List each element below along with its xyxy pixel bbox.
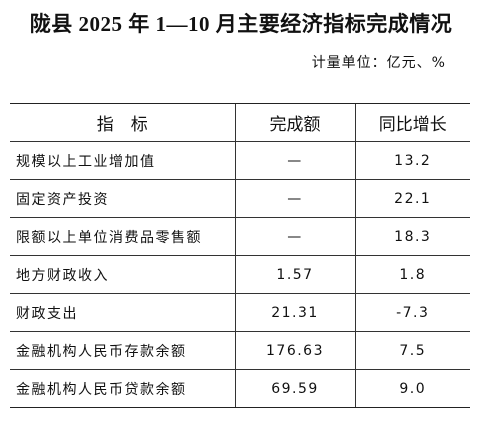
yoy-growth: 18.3 [354, 217, 470, 256]
indicator-name: 财政支出 [10, 293, 235, 332]
completed-amount: — [234, 217, 355, 256]
table-row: 规模以上工业增加值 —13.2 [10, 141, 470, 180]
indicator-name: 金融机构人民币贷款余额 [10, 369, 235, 408]
completed-amount: 69.59 [234, 369, 355, 408]
completed-amount: — [234, 179, 355, 218]
table-row: 金融机构人民币存款余额 176.63 7.5 [10, 331, 470, 370]
header-row: 指 标完成额 同比增长 [10, 103, 470, 142]
yoy-growth: 7.5 [354, 331, 470, 370]
indicator-name: 限额以上单位消费品零售额 [10, 217, 235, 256]
completed-amount: 1.57 [234, 255, 355, 294]
completed-amount: 21.31 [234, 293, 355, 332]
indicator-table: 指 标完成额 同比增长 规模以上工业增加值 —13.2 固定资产投资 —22.1 限额以上… [10, 103, 470, 408]
yoy-growth: 13.2 [354, 141, 470, 180]
yoy-growth: -7.3 [354, 293, 470, 332]
completed-amount: — [234, 141, 355, 180]
indicator-name: 金融机构人民币存款余额 [10, 331, 235, 370]
indicator-name: 固定资产投资 [10, 179, 235, 218]
table-row: 地方财政收入 1.57 1.8 [10, 255, 470, 294]
table-row: 财政支出 21.31 -7.3 [10, 293, 470, 332]
title: 陇县 2025 年 1—10 月主要经济指标完成情况 [29, 12, 453, 36]
yoy-growth: 22.1 [354, 179, 470, 218]
table-row: 固定资产投资 —22.1 [10, 179, 470, 218]
indicator-name: 规模以上工业增加值 [10, 141, 235, 180]
table-row: 金融机构人民币贷款余额 69.59 9.0 [10, 369, 470, 408]
indicator-name: 地方财政收入 [10, 255, 235, 294]
table-row: 限额以上单位消费品零售额 —18.3 [10, 217, 470, 256]
table-header: 指 标完成额 同比增长 [10, 103, 470, 142]
completed-amount: 176.63 [234, 331, 355, 370]
column-header: 完成额 [234, 103, 355, 142]
column-header: 同比增长 [354, 103, 470, 142]
unit-note: 计量单位：亿元、% [311, 55, 446, 71]
column-header: 指 标 [10, 103, 235, 142]
yoy-growth: 1.8 [354, 255, 470, 294]
yoy-growth: 9.0 [354, 369, 470, 408]
table-body: 规模以上工业增加值 —13.2 固定资产投资 —22.1 限额以上单位消费品零售额 —18… [10, 141, 470, 408]
